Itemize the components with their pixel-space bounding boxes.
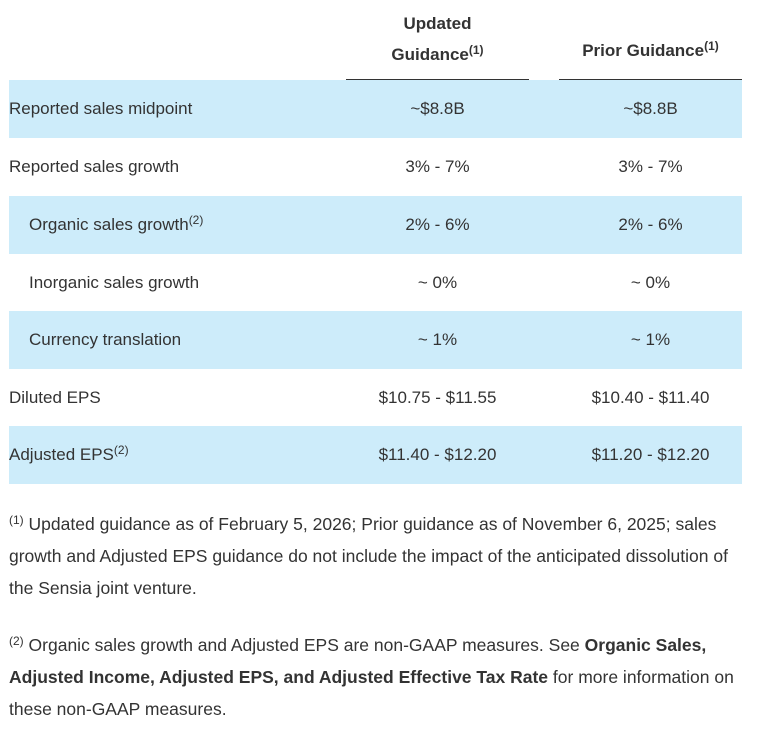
table-row: Organic sales growth(2) 2% - 6% 2% - 6% [9,196,742,254]
footnote-ref: (2) [188,212,204,227]
footnote-ref: (2) [113,442,129,457]
footnote-2-text: Organic sales growth and Adjusted EPS ar… [28,635,585,655]
footnote-2: (2) Organic sales growth and Adjusted EP… [9,629,749,725]
prior-value: ~$8.8B [623,98,678,118]
table-row: Adjusted EPS(2) $11.40 - $12.20 $11.20 -… [9,426,742,484]
prior-value: 2% - 6% [618,214,683,234]
updated-value: ~ 1% [417,329,458,349]
header-underline-prior [559,79,742,80]
row-label: Inorganic sales growth [29,272,200,292]
row-label: Diluted EPS [9,387,101,407]
updated-value: 2% - 6% [405,214,470,234]
updated-value: ~$8.8B [410,98,465,118]
header-updated-guidance: Updated Guidance(1) [346,8,529,70]
table-row: Diluted EPS $10.75 - $11.55 $10.40 - $11… [9,369,742,427]
header-prior-guidance: Prior Guidance(1) [559,39,742,63]
prior-value: 3% - 7% [618,156,683,176]
table-row: Reported sales growth 3% - 7% 3% - 7% [9,138,742,196]
table-row: Currency translation ~ 1% ~ 1% [9,311,742,369]
table-row: Reported sales midpoint ~$8.8B ~$8.8B [9,80,742,138]
header-underline-updated [346,79,529,80]
footnote-2-text-after: for more information on these non-GAAP m… [9,667,734,719]
prior-value: $11.20 - $12.20 [591,444,710,464]
row-label: Currency translation [29,329,182,349]
updated-value: ~ 0% [417,272,458,292]
footnote-1-marker: (1) [9,513,24,527]
prior-value: $10.40 - $11.40 [591,387,710,407]
row-label: Organic sales growth(2) [29,212,204,234]
row-label: Adjusted EPS(2) [9,442,129,464]
header-prior-footnote-ref: (1) [704,39,719,53]
updated-value: 3% - 7% [405,156,470,176]
prior-value: ~ 1% [630,329,671,349]
footnote-1-text: Updated guidance as of February 5, 2026;… [9,514,728,598]
row-label: Reported sales growth [9,156,180,176]
row-label: Reported sales midpoint [9,98,193,118]
header-updated-footnote-ref: (1) [468,43,484,57]
updated-value: $11.40 - $12.20 [378,444,497,464]
table-row: Inorganic sales growth ~ 0% ~ 0% [9,254,742,312]
updated-value: $10.75 - $11.55 [378,387,497,407]
header-prior-label: Prior Guidance [582,41,705,60]
header-updated-line1: Updated [403,14,472,33]
header-updated-line2: Guidance [391,45,469,64]
prior-value: ~ 0% [630,272,671,292]
footnote-2-marker: (2) [9,634,24,648]
footnote-1: (1) Updated guidance as of February 5, 2… [9,508,749,604]
footnote-2-link-text[interactable]: Organic Sales, Adjusted Income, Adjusted… [9,635,707,687]
